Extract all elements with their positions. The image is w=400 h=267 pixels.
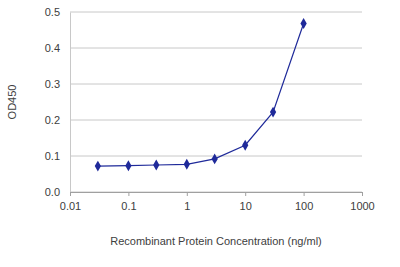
y-tick: 0.4 xyxy=(45,42,70,54)
x-tick-mark xyxy=(128,192,129,196)
x-tick: 0.1 xyxy=(121,192,136,212)
x-axis-line xyxy=(71,193,363,197)
x-tick: 10 xyxy=(240,192,252,212)
marker xyxy=(184,159,190,170)
x-tick: 100 xyxy=(295,192,313,212)
x-tick-mark xyxy=(304,192,305,196)
plot-area: 0.0 0.1 0.2 0.3 0.4 0.5 0.01 0.1 1 10 100 1000 xyxy=(45,6,375,212)
series xyxy=(95,18,307,171)
x-tick: 1 xyxy=(184,192,190,212)
x-tick-label: 0.1 xyxy=(121,200,136,212)
y-tick: 0.2 xyxy=(45,114,70,126)
x-tick: 1000 xyxy=(350,192,374,212)
y-axis-line xyxy=(70,13,71,193)
x-tick-label: 100 xyxy=(295,200,313,212)
x-tick-label: 1000 xyxy=(350,200,374,212)
x-tick-mark xyxy=(362,192,363,196)
y-tick-label: 0.4 xyxy=(45,42,60,54)
y-tick-label: 0.5 xyxy=(45,6,60,18)
y-tick: 0.0 xyxy=(45,186,70,198)
grid-line xyxy=(70,120,362,121)
marker xyxy=(153,160,159,171)
x-tick-label: 0.01 xyxy=(60,200,81,212)
x-tick-mark xyxy=(70,192,71,196)
marker xyxy=(212,153,218,164)
grid-line xyxy=(70,84,362,85)
y-tick-label: 0.0 xyxy=(45,186,60,198)
grid-line xyxy=(70,48,362,49)
y-axis: 0.0 0.1 0.2 0.3 0.4 0.5 xyxy=(45,6,71,198)
y-tick: 0.1 xyxy=(45,150,70,162)
x-axis: 0.01 0.1 1 10 100 1000 xyxy=(60,192,375,212)
y-tick: 0.5 xyxy=(45,6,70,18)
x-tick-mark xyxy=(245,192,246,196)
marker xyxy=(300,18,306,29)
marker xyxy=(242,140,248,151)
y-tick-label: 0.3 xyxy=(45,78,60,90)
y-tick-label: 0.2 xyxy=(45,114,60,126)
x-tick-mark xyxy=(187,192,188,196)
x-tick-label: 1 xyxy=(184,200,190,212)
line xyxy=(98,24,304,167)
grid xyxy=(70,12,362,192)
x-tick: 0.01 xyxy=(60,192,81,212)
marker xyxy=(270,107,276,118)
chart: 0.0 0.1 0.2 0.3 0.4 0.5 0.01 0.1 1 10 100 1000 Recom… xyxy=(0,0,400,267)
marker xyxy=(95,161,101,172)
y-axis-title: OD450 xyxy=(6,85,18,120)
grid-line xyxy=(70,12,362,13)
y-tick-label: 0.1 xyxy=(45,150,60,162)
x-axis-title: Recombinant Protein Concentration (ng/ml… xyxy=(110,235,322,247)
y-tick: 0.3 xyxy=(45,78,70,90)
x-tick-label: 10 xyxy=(240,200,252,212)
marker xyxy=(125,160,131,171)
